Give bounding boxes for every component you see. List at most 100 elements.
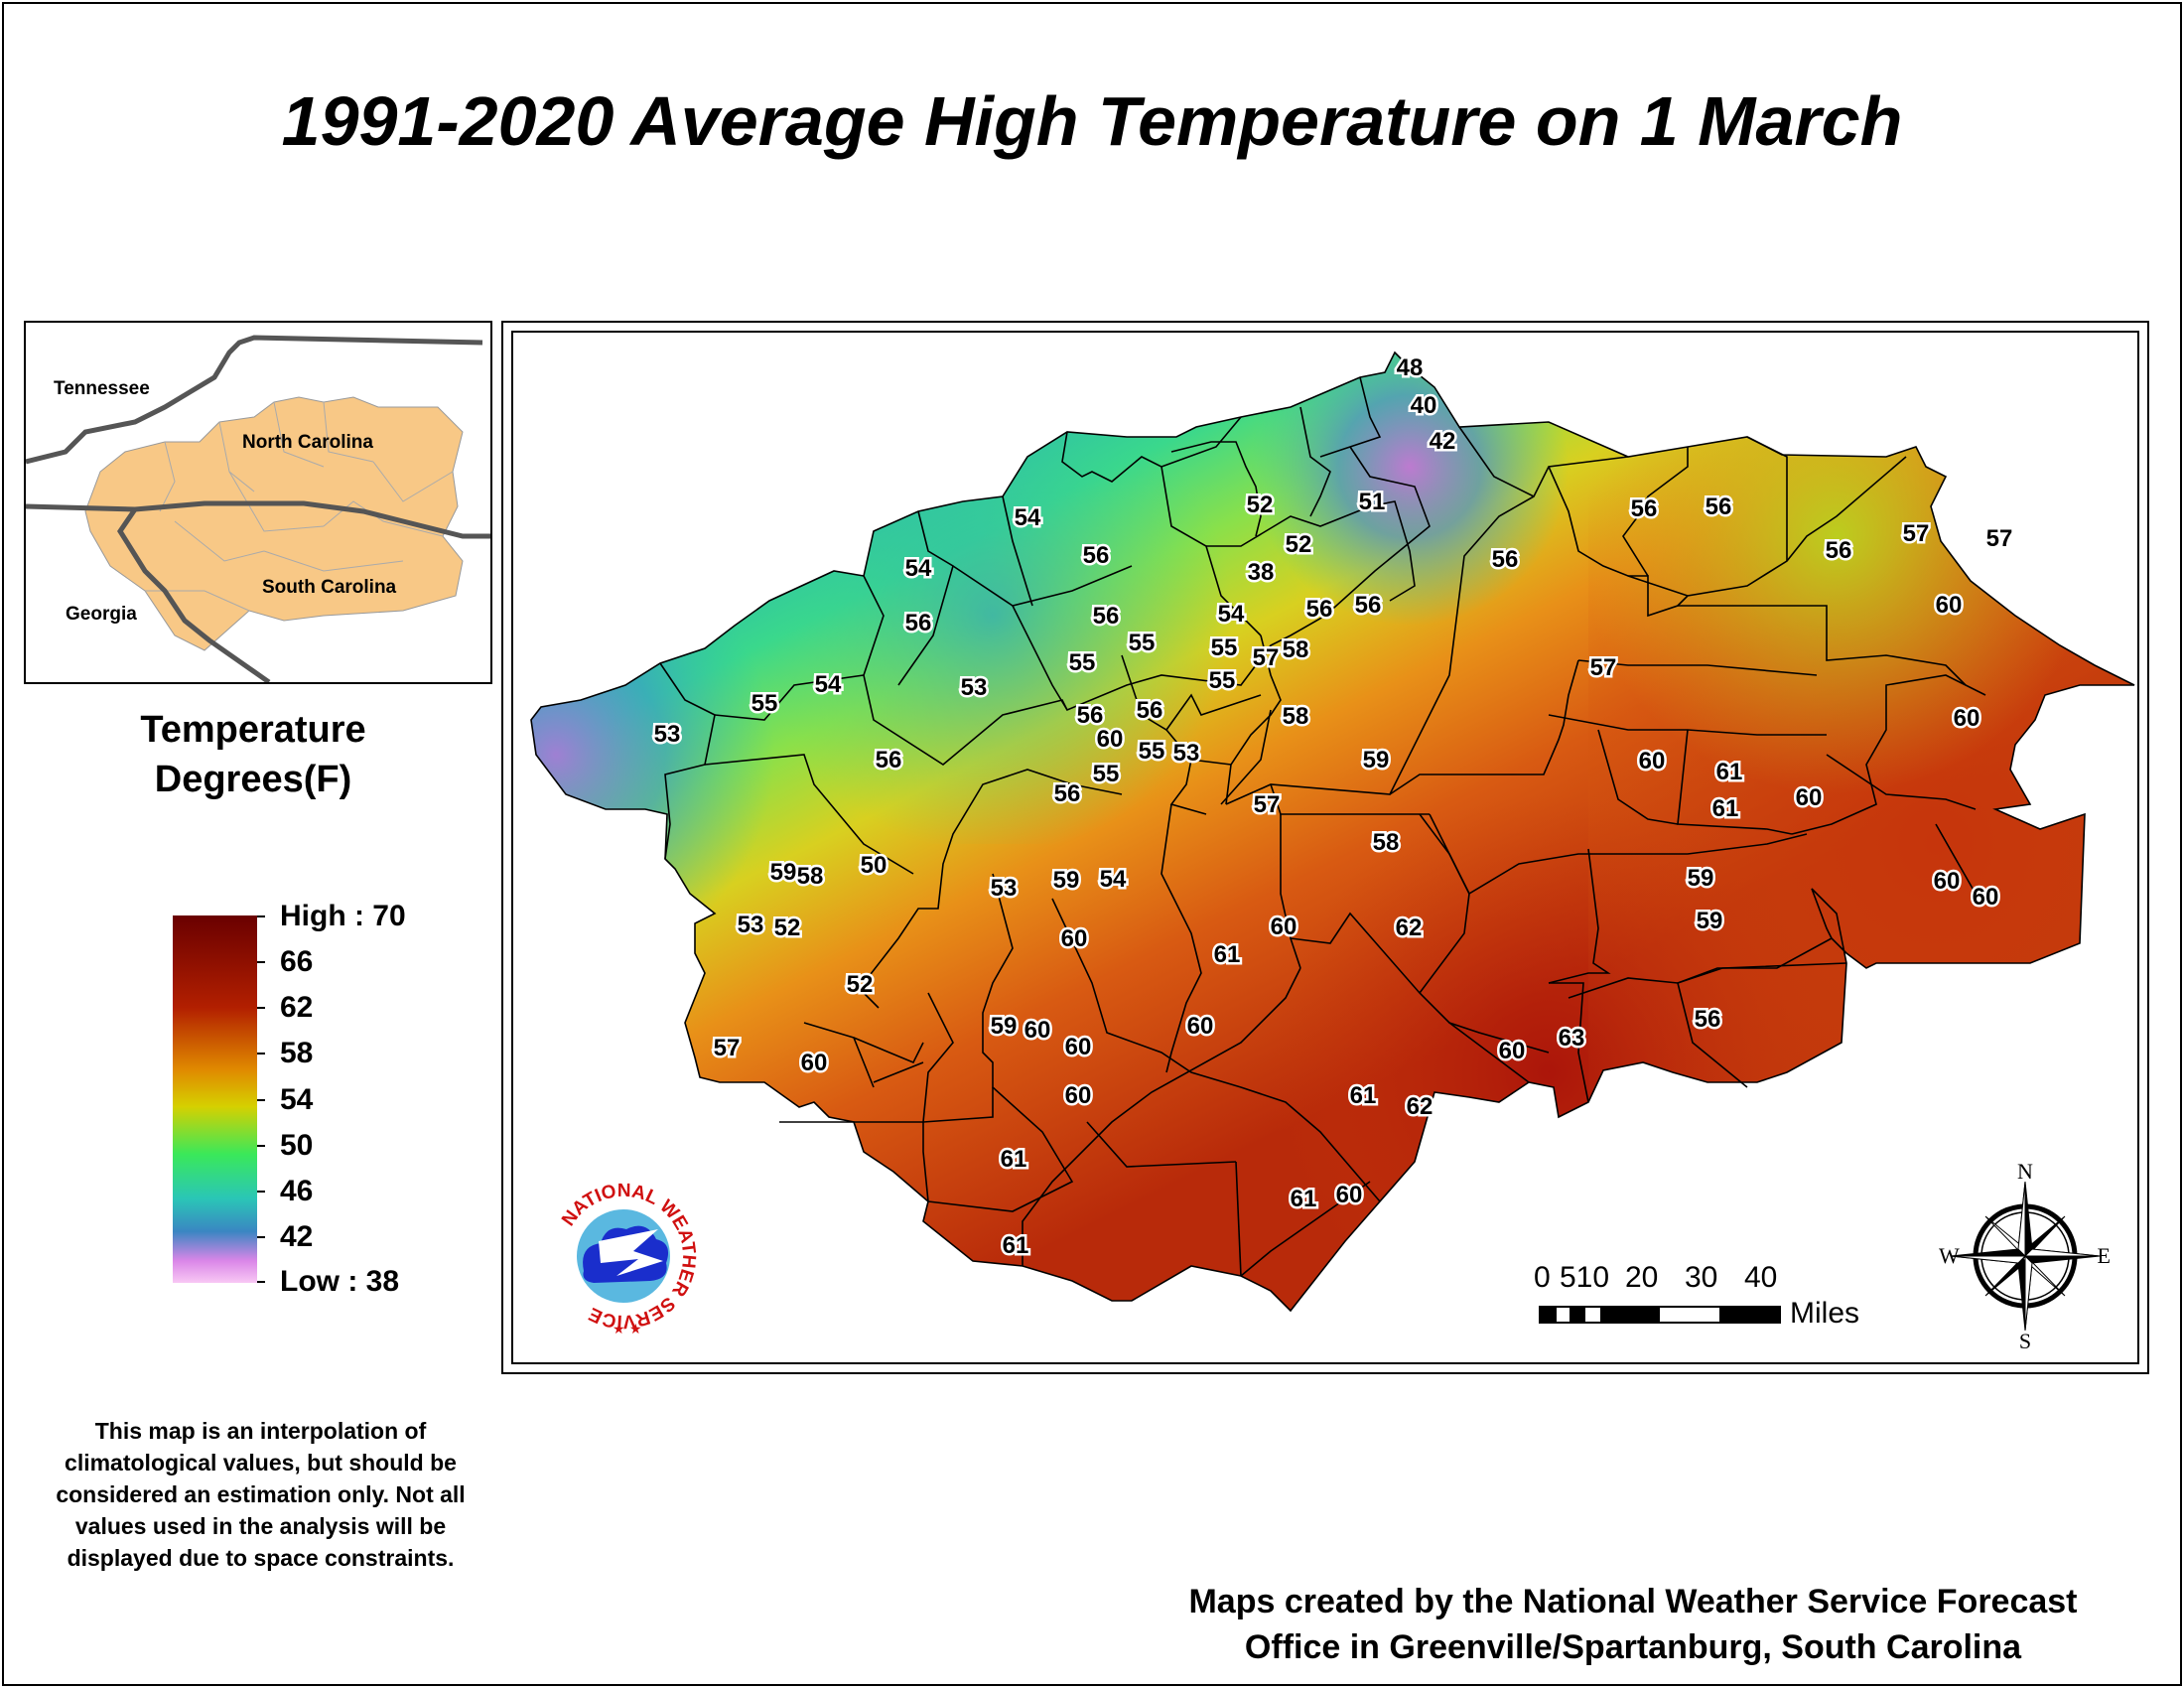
temperature-label: 60 [801, 1050, 828, 1076]
temperature-label: 60 [1187, 1013, 1214, 1040]
temperature-label: 51 [1359, 489, 1386, 515]
legend-tick [257, 1099, 265, 1101]
temperature-label: 61 [1350, 1082, 1377, 1109]
legend-tick [257, 1236, 265, 1238]
temperature-label: 56 [1137, 697, 1163, 724]
temperature-label: 55 [1069, 649, 1096, 676]
temperature-label: 55 [1093, 761, 1120, 787]
temperature-label: 42 [1430, 428, 1456, 455]
inset-label-south-carolina: South Carolina [262, 577, 397, 598]
legend-tick [257, 1191, 265, 1193]
scale-bar-graphic [1539, 1306, 1781, 1324]
temperature-label: 59 [770, 859, 797, 886]
legend-tick-label: 62 [280, 991, 314, 1024]
temperature-label: 54 [1015, 504, 1041, 531]
temperature-label: 40 [1411, 392, 1437, 419]
legend-high-label: High : 70 [280, 900, 406, 932]
temperature-label: 59 [1363, 747, 1390, 774]
temperature-label: 52 [847, 971, 874, 998]
temperature-label: 60 [1639, 748, 1666, 774]
compass-west-label: W [1939, 1243, 1960, 1268]
temperature-label: 52 [1286, 531, 1312, 558]
credit-text: Maps created by the National Weather Ser… [1102, 1579, 2164, 1670]
temperature-label: 50 [861, 852, 887, 879]
temperature-surface [531, 352, 2134, 1311]
legend-tick-label: 42 [280, 1220, 314, 1253]
scale-segment [1541, 1308, 1557, 1322]
legend-tick [257, 1145, 265, 1147]
temperature-label: 63 [1559, 1025, 1585, 1052]
temperature-label: 53 [991, 875, 1018, 902]
temperature-label: 60 [1024, 1017, 1051, 1044]
temperature-label: 61 [1291, 1186, 1317, 1212]
temperature-label: 58 [1373, 829, 1400, 856]
temperature-label: 54 [905, 555, 932, 582]
legend-low-label: Low : 38 [280, 1265, 400, 1298]
temperature-label: 56 [1083, 542, 1110, 569]
legend-tick-label: 58 [280, 1037, 314, 1069]
scale-segment [1719, 1308, 1779, 1322]
temperature-label: 59 [991, 1013, 1018, 1040]
scale-label: 510 [1560, 1261, 1610, 1294]
nws-logo-stars: ★ ★ [613, 1322, 642, 1337]
temperature-label: 55 [1211, 634, 1238, 661]
temperature-label: 61 [1712, 795, 1739, 822]
temperature-label: 38 [1248, 559, 1275, 586]
temperature-label: 56 [1826, 537, 1852, 564]
temperature-label: 56 [1054, 780, 1081, 807]
temperature-label: 56 [1355, 592, 1382, 619]
legend-color-ramp [173, 915, 257, 1283]
temperature-label: 56 [1306, 596, 1333, 623]
scale-label: 0 [1534, 1261, 1551, 1294]
temperature-label: 61 [1716, 759, 1743, 785]
temperature-label: 52 [774, 914, 801, 941]
temperature-label: 61 [1214, 941, 1241, 968]
temperature-label: 58 [797, 863, 824, 890]
inset-label-tennessee: Tennessee [54, 378, 150, 399]
temperature-label: 57 [714, 1035, 741, 1061]
temperature-label: 55 [751, 690, 778, 717]
scale-label: 40 [1744, 1261, 1778, 1294]
temperature-label: 55 [1209, 667, 1236, 694]
temperature-label: 54 [1218, 601, 1245, 628]
compass-north-label: N [2017, 1162, 2033, 1184]
compass-south-label: S [2019, 1329, 2031, 1350]
temperature-label: 60 [1796, 784, 1823, 811]
temperature-label: 53 [654, 721, 681, 748]
map-title: 1991-2020 Average High Temperature on 1 … [281, 82, 1903, 160]
temperature-label: 59 [1053, 867, 1080, 894]
county-boundaries [530, 352, 2135, 1312]
temperature-label: 53 [961, 674, 988, 701]
scale-bar: 0 510 20 30 40 Miles [1534, 1261, 1931, 1331]
temperature-label: 60 [1499, 1038, 1526, 1064]
temperature-label: 60 [1061, 925, 1088, 952]
map-frame-inner [511, 331, 2139, 1364]
temperature-label: 59 [1697, 908, 1723, 934]
temperature-label: 61 [1003, 1232, 1029, 1259]
legend-tick-label: 50 [280, 1129, 314, 1162]
compass-rose-icon: N S E W [1939, 1162, 2111, 1350]
temperature-label: 58 [1283, 703, 1309, 730]
nws-logo: NATIONAL WEATHER SERVICE ★ ★ [558, 1181, 699, 1337]
scale-label: 20 [1625, 1261, 1659, 1294]
temperature-label: 60 [1336, 1182, 1363, 1208]
temperature-label: 57 [1986, 525, 2013, 552]
temperature-label: 56 [1077, 702, 1104, 729]
compass-east-label: E [2098, 1243, 2111, 1268]
legend-title-line2: Degrees(F) [154, 759, 352, 800]
scale-segment [1600, 1308, 1660, 1322]
temperature-label: 56 [905, 610, 932, 636]
disclaimer-text: This map is an interpolation of climatol… [56, 1418, 466, 1571]
inset-label-north-carolina: North Carolina [242, 432, 373, 453]
legend-tick [257, 1281, 265, 1283]
legend-tick-label: 54 [280, 1083, 314, 1116]
temperature-label: 58 [1283, 636, 1309, 663]
temperature-label: 60 [1934, 868, 1961, 895]
temperature-label: 54 [815, 671, 842, 698]
temperature-label: 56 [1492, 546, 1519, 573]
temperature-label: 56 [1631, 495, 1658, 522]
legend-title-line1: Temperature [140, 709, 366, 751]
